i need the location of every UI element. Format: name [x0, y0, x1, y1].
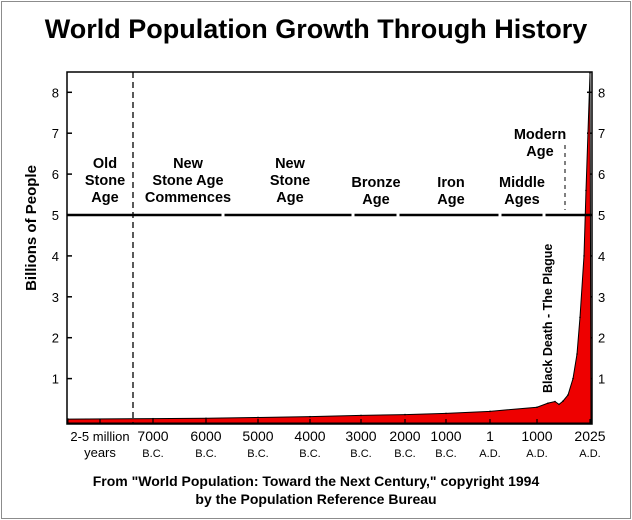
y-tick-label-left: 8	[52, 85, 59, 100]
era-label-line: New	[173, 156, 204, 172]
data-point	[567, 394, 569, 396]
x-tick-label-value: 5000	[242, 428, 273, 444]
y-tick-label-left: 6	[52, 167, 59, 182]
x-tick-label-value: 1	[486, 428, 494, 444]
footer-line-2: by the Population Reference Bureau	[195, 491, 437, 507]
era-label-line: Stone	[270, 173, 310, 189]
data-point	[562, 400, 564, 402]
y-tick-label-right: 7	[598, 126, 605, 141]
x-tick-label-era: B.C.	[435, 448, 456, 460]
era-label-line: Stone	[85, 173, 125, 189]
era-label-line: Age	[437, 192, 464, 208]
axes-group: 1 1 2 2 3 3 4 4 5 5 6 6 7 7 8 8 Billions of People	[23, 71, 605, 425]
x-tick-label-value: 2-5 million	[70, 429, 129, 444]
era-label-line: Iron	[437, 175, 464, 191]
x-tick-label-value: 4000	[294, 428, 325, 444]
y-tick-label-left: 4	[52, 249, 59, 264]
y-tick-label-left: 5	[52, 208, 59, 223]
data-point	[554, 400, 556, 403]
x-tick-label-era: B.C.	[142, 448, 163, 460]
black-death-annotation: Black Death - The Plague	[541, 244, 555, 393]
era-label-line: Age	[362, 192, 389, 208]
y-tick-label-left: 1	[52, 372, 59, 387]
y-tick-label-right: 2	[598, 331, 605, 346]
x-tick-label-era: B.C.	[299, 448, 320, 460]
y-tick-label-right: 5	[598, 208, 605, 223]
x-tick-label-era: A.D.	[526, 448, 547, 460]
data-point	[445, 412, 447, 415]
y-tick-label-left: 7	[52, 126, 59, 141]
y-tick-label-right: 6	[598, 167, 605, 182]
y-tick-label-right: 8	[598, 85, 605, 100]
x-tick-label-era: A.D.	[479, 448, 500, 460]
era-label-line: Old	[93, 156, 117, 172]
era-label-line: Modern	[514, 127, 566, 143]
era-label-line: Bronze	[351, 175, 400, 191]
era-label-line: Age	[526, 144, 553, 160]
x-tick-label-value: 2000	[389, 428, 420, 444]
data-point	[360, 414, 362, 417]
era-label-line: Stone Age	[152, 173, 223, 189]
data-point	[536, 406, 538, 409]
x-tick-label-value: 1000	[430, 428, 461, 444]
era-label-line: Middle	[499, 175, 545, 191]
x-tick-label-era: B.C.	[394, 448, 415, 460]
x-tick-label-value: 1000	[521, 428, 552, 444]
x-tick-label-era: B.C.	[195, 448, 216, 460]
chart-footer: From "World Population: Toward the Next …	[0, 472, 632, 508]
data-point	[257, 416, 259, 419]
plot-border	[66, 71, 593, 425]
era-label-line: Age	[91, 190, 118, 206]
y-tick-label-right: 3	[598, 290, 605, 305]
era-label-line: Age	[276, 190, 303, 206]
data-point	[572, 377, 574, 380]
area-layer	[67, 72, 592, 424]
data-point	[576, 353, 578, 355]
data-point	[583, 255, 585, 257]
footer-line-1: From "World Population: Toward the Next …	[92, 473, 540, 489]
era-label-line: Commences	[145, 190, 231, 206]
y-tick-label-left: 3	[52, 290, 59, 305]
y-axis-label: Billions of People	[23, 165, 40, 291]
x-tick-label-value: 2025	[574, 428, 605, 444]
data-point	[547, 402, 549, 404]
era-label-line: Ages	[504, 192, 539, 208]
x-tick-label-era: years	[84, 445, 116, 460]
x-tick-label-value: 7000	[137, 428, 168, 444]
data-point	[309, 415, 311, 418]
chart-title: World Population Growth Through History	[44, 14, 588, 44]
data-point	[67, 418, 69, 420]
era-label-line: New	[275, 156, 306, 172]
data-point	[558, 403, 560, 406]
data-point	[589, 72, 591, 74]
data-point	[404, 413, 406, 416]
data-point	[205, 417, 207, 420]
x-tick-label-era: B.C.	[247, 448, 268, 460]
population-area	[67, 72, 592, 424]
x-tick-label-era: B.C.	[350, 448, 371, 460]
y-tick-label-right: 4	[598, 249, 605, 264]
x-tick-label-value: 6000	[190, 428, 221, 444]
x-tick-label-era: A.D.	[579, 448, 600, 460]
y-tick-label-left: 2	[52, 331, 59, 346]
data-point	[585, 189, 587, 192]
data-point	[579, 316, 581, 319]
x-tick-label-value: 3000	[345, 428, 376, 444]
y-tick-label-right: 1	[598, 372, 605, 387]
data-point	[489, 410, 491, 413]
reference-layer	[67, 72, 592, 424]
